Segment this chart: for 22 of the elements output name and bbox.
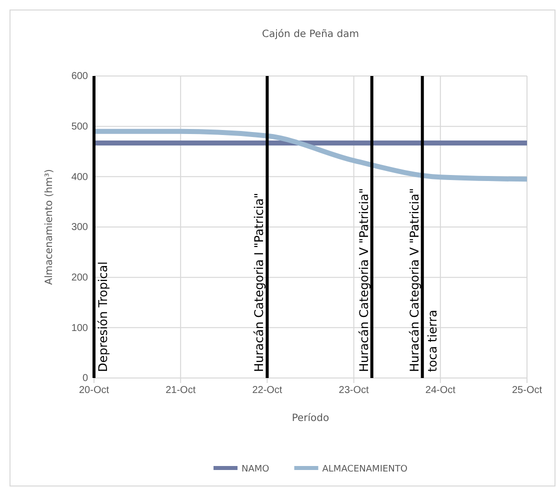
x-tick-label: 23-Oct [338, 385, 370, 396]
chart-title: Cajón de Peña dam [262, 29, 359, 40]
legend-label: NAMO [242, 464, 270, 474]
y-tick-label: 600 [71, 71, 88, 82]
x-tick-label: 22-Oct [252, 385, 282, 396]
y-axis-title: Almacenamiento (hm³) [44, 169, 55, 285]
ref-line-label: Depresión Tropical [96, 262, 110, 372]
x-tick-label: 24-Oct [425, 385, 456, 396]
legend-label: ALMACENAMIENTO [322, 464, 408, 474]
y-tick-label: 400 [71, 172, 88, 183]
x-tick-label: 20-Oct [78, 385, 110, 396]
ref-line-label: Huracán Categoria V "Patricia" [356, 188, 371, 372]
x-axis-title: Período [292, 413, 330, 424]
x-tick-label: 21-Oct [166, 385, 196, 396]
y-tick-label: 200 [71, 272, 88, 284]
y-tick-label: 500 [71, 122, 88, 133]
ref-line-label: Huracán Categoria V "Patricia" toca tierra [407, 188, 440, 372]
y-tick-label: 0 [82, 373, 88, 384]
ref-line-label: Huracán Categoria I "Patricia" [252, 192, 266, 372]
y-tick-label: 100 [71, 322, 88, 334]
y-tick-label: 300 [71, 222, 88, 234]
x-tick-label: 25-Oct [512, 385, 542, 396]
